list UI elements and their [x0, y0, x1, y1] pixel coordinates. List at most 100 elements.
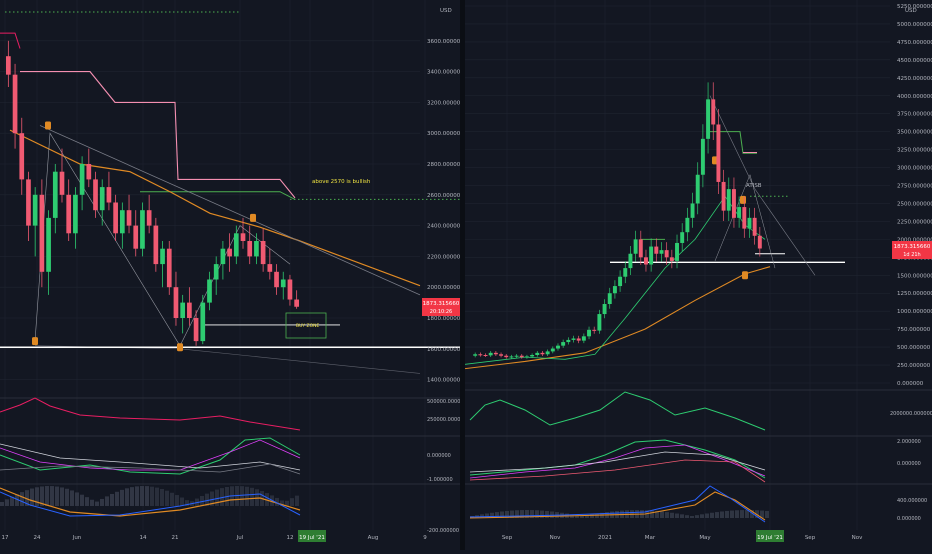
candle-body [509, 356, 514, 358]
macd-histogram-bar [95, 501, 99, 506]
right-price-axis: 5250.000000 5000.000000 4750.000000 4500.00… [890, 4, 932, 522]
right-chart[interactable]: 5250.000000 5000.000000 4750.000000 4500.00… [464, 0, 932, 550]
macd-histogram-bar [85, 497, 89, 506]
macd-histogram-bar [5, 499, 9, 506]
indicator-tick-label: 500000.000000 [427, 399, 460, 405]
price-tick-label: 3400.000000 [427, 70, 460, 76]
macd-histogram-bar [670, 512, 674, 518]
indicator-tick-label: 0.000000 [897, 461, 921, 467]
macd-histogram-bar [70, 490, 74, 506]
upper-band [0, 32, 21, 49]
price-tick-label: 4500.000000 [897, 58, 932, 64]
macd-histogram-bar [50, 486, 54, 506]
macd-line [0, 491, 301, 517]
indicator-tick-label: -1.000000 [427, 477, 453, 483]
osc-magenta [469, 444, 766, 479]
candle-body [180, 302, 186, 318]
macd-histogram-bar [500, 511, 504, 518]
candle-body [59, 171, 65, 195]
candle-body [26, 179, 31, 226]
candle-body [12, 74, 18, 134]
right-time-axis: Sep Nov 2021 Mar May 19 Jul '21 Sep Nov [502, 530, 863, 542]
macd-histogram-bar [540, 510, 544, 518]
macd-histogram-bar [705, 513, 709, 518]
macd-histogram-bar [140, 486, 144, 506]
date-tag-bg [298, 530, 326, 542]
macd-histogram-bar [25, 490, 29, 506]
macd-histogram-bar [590, 514, 594, 518]
candle-body [638, 239, 643, 258]
price-tick-label: 2250.000000 [897, 219, 932, 225]
price-tick-label: 0.000000 [897, 381, 924, 387]
candle-body [618, 276, 623, 287]
candle-body [287, 279, 293, 300]
left-grid [0, 0, 426, 530]
time-tick-label: 9 [423, 535, 427, 541]
pivot-marker [32, 337, 38, 346]
macd-histogram-bar [155, 487, 159, 506]
candle-body [664, 250, 669, 258]
candle-body [675, 242, 679, 261]
atisb-label: ATISB [746, 183, 762, 189]
price-tick-label: 3600.000000 [427, 39, 460, 45]
trend-line-grey [709, 95, 816, 276]
time-tick-label: 2021 [598, 535, 612, 541]
pane-divider[interactable] [460, 0, 465, 550]
macd-histogram-bar [245, 486, 249, 506]
macd-histogram-bar [15, 494, 19, 506]
macd-histogram-bar [695, 515, 699, 518]
macd-histogram-bar [690, 515, 694, 518]
macd-histogram-bar [715, 512, 719, 518]
candle-body [86, 164, 92, 180]
macd-histogram-bar [0, 502, 4, 506]
indicator-tick-label: 400.000000 [897, 498, 927, 504]
macd-histogram-bar [505, 510, 509, 518]
candle-body [757, 235, 762, 249]
candle-body [556, 345, 560, 349]
candle-body [535, 352, 540, 355]
candle-body [267, 264, 273, 272]
trend-line-bottom [34, 345, 421, 374]
time-tick-label: 17 [2, 535, 9, 541]
moving-average [464, 266, 771, 370]
resistance-green [140, 191, 296, 200]
pivot-marker [45, 121, 51, 130]
date-tag-bg [756, 530, 784, 542]
time-tick-label: Nov [550, 535, 561, 541]
macd-histogram-bar [60, 487, 64, 506]
time-tick-label: May [699, 535, 711, 541]
candle-body [106, 187, 112, 203]
macd-histogram-bar [530, 510, 534, 518]
candle-body [752, 217, 757, 236]
left-chart[interactable]: 3600.000000 3400.000000 3200.000000 3000.00… [0, 0, 467, 550]
macd-histogram-bar [120, 489, 124, 506]
pivot-marker [740, 195, 746, 204]
time-tick-label: 19 Jul '21 [299, 535, 325, 541]
candle-body [39, 194, 45, 272]
price-tick-label: 250.000000 [897, 363, 931, 369]
candle-body [79, 164, 85, 195]
candle-body [52, 171, 58, 218]
osc-grey [0, 463, 301, 475]
macd-histogram-bar [30, 488, 34, 506]
macd-line [469, 485, 766, 523]
candle-body [227, 248, 232, 257]
buy-zone-box [285, 312, 327, 339]
candle-body [473, 354, 478, 356]
macd-histogram-bar [295, 495, 299, 506]
left-chart-canvas[interactable]: 3600.000000 3400.000000 3200.000000 3000.00… [0, 0, 467, 550]
right-chart-canvas[interactable]: 5250.000000 5000.000000 4750.000000 4500.00… [464, 0, 932, 550]
candle-body [607, 293, 612, 305]
price-tick-label: 750.000000 [897, 327, 931, 333]
price-tick-label: 3750.000000 [897, 112, 932, 118]
macd-histogram-bar [735, 510, 739, 518]
macd-histogram-bar [250, 487, 254, 506]
time-tick-label: Sep [805, 535, 816, 541]
candle-body [695, 174, 700, 204]
time-tick-label: Nov [852, 535, 863, 541]
candle-body [524, 356, 529, 358]
macd-histogram-bar [75, 492, 79, 506]
macd-histogram-bar [65, 488, 69, 506]
osc-green [469, 439, 766, 479]
macd-histogram-bar [655, 510, 659, 518]
